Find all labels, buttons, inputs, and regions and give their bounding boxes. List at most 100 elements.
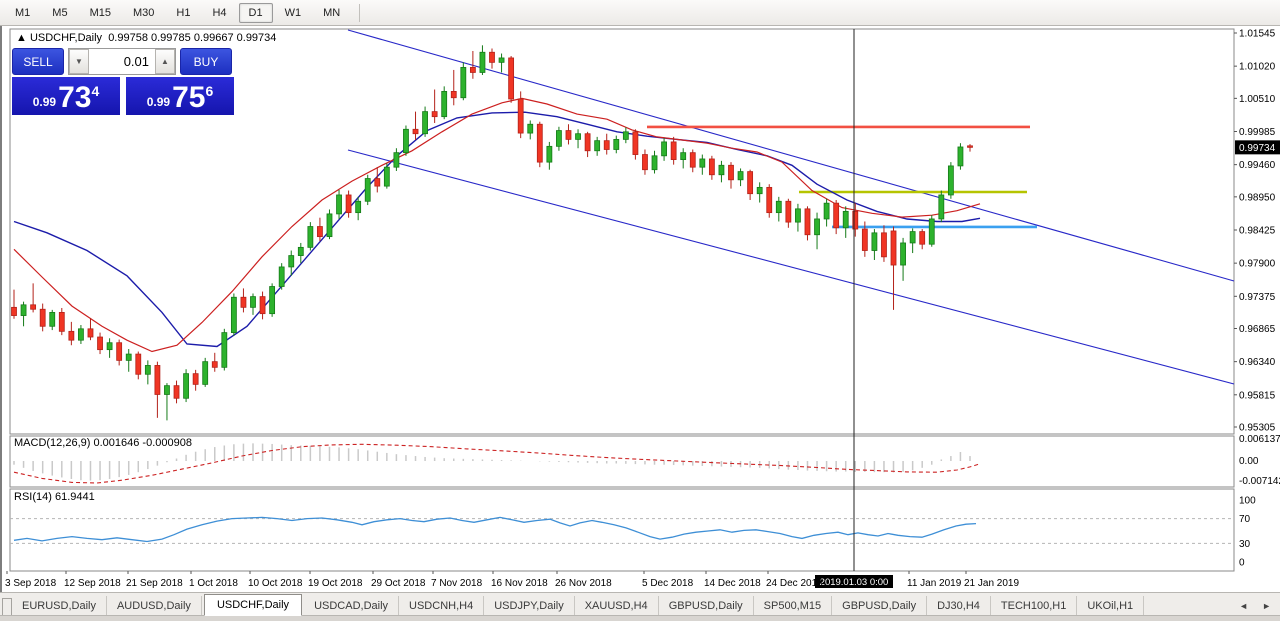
chart-tab-ukoil-h1[interactable]: UKOil,H1 bbox=[1077, 596, 1145, 615]
timeframe-button-m5[interactable]: M5 bbox=[52, 6, 68, 19]
tab-stub bbox=[2, 598, 12, 615]
price-tick-label: 0.96865 bbox=[1239, 324, 1276, 335]
date-tick-label: 29 Oct 2018 bbox=[371, 578, 426, 589]
chart-tab-gbpusd-daily[interactable]: GBPUSD,Daily bbox=[832, 596, 928, 615]
price-tick-label: 1.01020 bbox=[1239, 62, 1276, 73]
crosshair-date-label: 2019.01.03 0:00 bbox=[820, 577, 889, 588]
date-tick-label: 12 Sep 2018 bbox=[64, 578, 121, 589]
moving-averages bbox=[13, 97, 981, 353]
lot-increase-button[interactable]: ▲ bbox=[155, 49, 175, 74]
date-tick-label: 21 Sep 2018 bbox=[126, 578, 183, 589]
buy-quote-button[interactable]: 0.99 75 6 bbox=[126, 77, 234, 115]
chart-canvas[interactable]: 2019.01.03 0:00 1.01545 1.01020 1.00510 0.99… bbox=[2, 26, 1280, 592]
price-tick-label: 0.96340 bbox=[1239, 357, 1276, 368]
price-tick-label: 1.00510 bbox=[1239, 94, 1276, 105]
tabs-scroll-right-icon[interactable]: ► bbox=[1262, 601, 1271, 611]
panel-frame-0 bbox=[9, 28, 1235, 435]
date-tick-label: 16 Nov 2018 bbox=[491, 578, 548, 589]
symbol-tab-bar: EURUSD,Daily AUDUSD,Daily USDCHF,Daily USDC… bbox=[0, 592, 1280, 616]
price-tick-label: 0.97375 bbox=[1239, 292, 1276, 303]
date-tick-label: 10 Oct 2018 bbox=[248, 578, 303, 589]
date-tick-label: 26 Nov 2018 bbox=[555, 578, 612, 589]
chart-tab-audusd-daily[interactable]: AUDUSD,Daily bbox=[107, 596, 202, 615]
rsi-axis-label: 0 bbox=[1239, 558, 1245, 569]
sell-button[interactable]: SELL bbox=[12, 48, 64, 75]
buy-button[interactable]: BUY bbox=[180, 48, 232, 75]
chart-title: ▲ USDCHF,Daily 0.99758 0.99785 0.99667 0… bbox=[16, 32, 276, 44]
chart-tab-sp500-m15[interactable]: SP500,M15 bbox=[754, 596, 833, 615]
sell-quote-button[interactable]: 0.99 73 4 bbox=[12, 77, 120, 115]
current-price-label: 0.99734 bbox=[1239, 143, 1276, 154]
chart-tab-eurusd-daily[interactable]: EURUSD,Daily bbox=[12, 596, 107, 615]
date-tick-label: 14 Dec 2018 bbox=[704, 578, 761, 589]
candlesticks bbox=[11, 45, 973, 421]
sell-price-big: 73 bbox=[58, 81, 92, 114]
sell-price-prefix: 0.99 bbox=[32, 95, 57, 109]
timeframe-button-h4[interactable]: H4 bbox=[212, 6, 227, 19]
rsi-axis-label: 70 bbox=[1239, 514, 1251, 525]
price-tick-label: 0.95815 bbox=[1239, 390, 1276, 401]
timeframe-button-h1[interactable]: H1 bbox=[176, 6, 191, 19]
panel-frame-1 bbox=[9, 435, 1235, 488]
rsi-indicator bbox=[10, 516, 1234, 544]
chart-tab-usdcad-daily[interactable]: USDCAD,Daily bbox=[304, 596, 400, 615]
chart-tab-usdcnh-h4[interactable]: USDCNH,H4 bbox=[399, 596, 485, 615]
panel-frame-2 bbox=[9, 488, 1235, 572]
lot-size-control: ▼ ▲ bbox=[68, 48, 176, 75]
rsi-axis-label: 100 bbox=[1239, 496, 1256, 507]
one-click-trade-panel: SELL ▼ ▲ BUY 0.99 73 4 0.99 75 6 bbox=[12, 48, 234, 115]
chart-symbol-label: ▲ USDCHF,Daily bbox=[16, 32, 103, 44]
chart-window: ▲ USDCHF,Daily 0.99758 0.99785 0.99667 0… bbox=[0, 26, 1280, 592]
date-tick-label: 1 Oct 2018 bbox=[189, 578, 238, 589]
macd-axis-label: 0.00 bbox=[1239, 456, 1259, 467]
macd-indicator bbox=[13, 443, 981, 484]
macd-label: MACD(12,26,9) 0.001646 -0.000908 bbox=[14, 437, 192, 449]
date-tick-label: 3 Sep 2018 bbox=[5, 578, 57, 589]
date-tick-label: 11 Jan 2019 bbox=[907, 578, 962, 589]
timeframe-button-m1[interactable]: M1 bbox=[15, 6, 31, 19]
status-strip bbox=[0, 615, 1280, 621]
buy-price-big: 75 bbox=[172, 81, 206, 114]
price-tick-label: 0.99460 bbox=[1239, 160, 1276, 171]
price-axis[interactable]: 1.01545 1.01020 1.00510 0.99985 0.99460 0.989… bbox=[1234, 29, 1280, 434]
buy-price-prefix: 0.99 bbox=[146, 95, 171, 109]
date-tick-label: 24 Dec 2018 bbox=[766, 578, 823, 589]
macd-axis-label: 0.006137 bbox=[1239, 434, 1280, 445]
current-price-box bbox=[1235, 140, 1280, 155]
timeframe-button-w1[interactable]: W1 bbox=[284, 6, 302, 19]
lot-decrease-button[interactable]: ▼ bbox=[69, 49, 89, 74]
chart-tab-tech100-h1[interactable]: TECH100,H1 bbox=[991, 596, 1078, 615]
toolbar-separator bbox=[359, 3, 361, 22]
timeframe-toolbar: M1 M5 M15 M30 H1 H4 D1 W1 MN bbox=[0, 0, 1280, 26]
buy-price-pipette: 6 bbox=[205, 83, 214, 99]
tabs-scroll-left-icon[interactable]: ◄ bbox=[1239, 601, 1249, 611]
date-tick-label: 7 Nov 2018 bbox=[431, 578, 483, 589]
channel-trendlines bbox=[347, 29, 1235, 385]
date-tick-label: 21 Jan 2019 bbox=[964, 578, 1019, 589]
timeframe-button-d1[interactable]: D1 bbox=[238, 2, 273, 23]
date-tick-label: 5 Dec 2018 bbox=[642, 578, 694, 589]
chart-ohlc-values: 0.99758 0.99785 0.99667 0.99734 bbox=[108, 32, 277, 44]
date-tick-label: 19 Oct 2018 bbox=[308, 578, 363, 589]
timeframe-button-m30[interactable]: M30 bbox=[132, 6, 155, 19]
rsi-axis-label: 30 bbox=[1239, 539, 1251, 550]
chart-tab-usdchf-daily[interactable]: USDCHF,Daily bbox=[203, 594, 303, 616]
chart-tab-xauusd-h4[interactable]: XAUUSD,H4 bbox=[575, 596, 659, 615]
chart-tab-usdjpy-daily[interactable]: USDJPY,Daily bbox=[484, 596, 575, 615]
macd-axis-label: -0.007142 bbox=[1239, 476, 1280, 487]
crosshair: 2019.01.03 0:00 bbox=[815, 29, 893, 588]
price-tick-label: 0.97900 bbox=[1239, 259, 1276, 270]
chart-tab-dj30-h4[interactable]: DJ30,H4 bbox=[927, 596, 991, 615]
price-tick-label: 0.95305 bbox=[1239, 423, 1276, 434]
price-tick-label: 0.98950 bbox=[1239, 192, 1276, 203]
price-tick-label: 0.99985 bbox=[1239, 127, 1276, 138]
chart-tab-gbpusd-daily[interactable]: GBPUSD,Daily bbox=[659, 596, 754, 615]
price-tick-label: 1.01545 bbox=[1239, 29, 1276, 40]
timeframe-button-mn[interactable]: MN bbox=[323, 6, 341, 19]
rsi-label: RSI(14) 61.9441 bbox=[14, 491, 95, 503]
date-axis[interactable]: 3 Sep 2018 12 Sep 2018 21 Sep 2018 1 Oct 20… bbox=[5, 571, 1019, 589]
price-tick-label: 0.98425 bbox=[1239, 226, 1276, 237]
timeframe-button-m15[interactable]: M15 bbox=[89, 6, 111, 19]
sell-price-pipette: 4 bbox=[91, 83, 100, 99]
lot-size-input[interactable] bbox=[89, 54, 155, 69]
